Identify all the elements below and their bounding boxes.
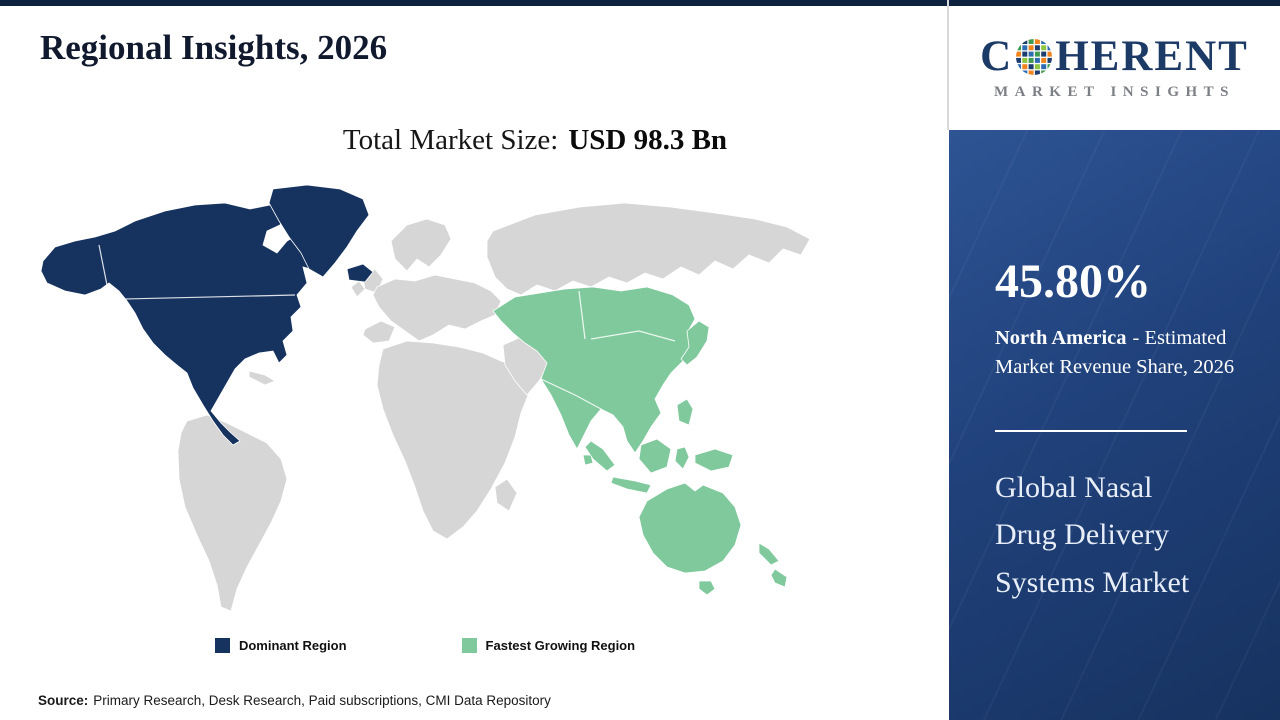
market-size-subtitle: Total Market Size: USD 98.3 Bn <box>95 124 975 157</box>
map-region-new-zealand-south <box>770 568 788 588</box>
logo-globe-icon <box>1016 38 1053 75</box>
source-label: Source: <box>38 693 89 708</box>
map-region-java <box>610 476 652 494</box>
report-title: Global Nasal Drug Delivery Systems Marke… <box>995 471 1190 599</box>
world-map <box>35 182 815 624</box>
map-region-new-zealand-north <box>758 542 780 566</box>
map-region-tasmania <box>698 580 716 596</box>
market-share-region: North America <box>995 327 1127 349</box>
brand-logo: C HERENT MARKET INSIGHTS <box>949 6 1280 130</box>
source-note: Source: Primary Research, Desk Research, … <box>38 693 551 708</box>
map-country-borders <box>98 244 676 410</box>
map-dominant-regions <box>40 184 374 446</box>
legend-item-dominant: Dominant Region <box>214 638 347 653</box>
map-region-south-america <box>177 414 288 612</box>
market-size-value: USD 98.3 Bn <box>568 124 728 156</box>
map-region-new-guinea <box>694 448 734 472</box>
map-region-sri-lanka <box>582 454 594 466</box>
map-region-sulawesi <box>674 446 690 470</box>
fastest-growing-region-swatch <box>461 638 477 653</box>
logo-wordmark: C HERENT <box>980 35 1249 78</box>
dominant-region-label: Dominant Region <box>238 638 347 653</box>
map-region-japan <box>680 320 710 366</box>
market-share-caption: - Estimated Market Revenue Share, 2026 <box>995 327 1235 379</box>
logo-tagline: MARKET INSIGHTS <box>993 84 1235 100</box>
market-share-description: North America - Estimated Market Revenue … <box>995 324 1257 382</box>
map-region-russia <box>486 202 811 296</box>
map-region-iberia <box>362 320 396 344</box>
source-text: Primary Research, Desk Research, Paid su… <box>93 693 551 708</box>
stats-panel: 45.80% North America - Estimated Market R… <box>949 130 1280 720</box>
panel-divider-line <box>995 430 1187 432</box>
map-region-north-america <box>40 202 328 446</box>
world-map-svg <box>40 184 811 612</box>
fastest-growing-region-label: Fastest Growing Region <box>485 638 636 653</box>
map-region-philippines <box>676 398 694 426</box>
market-size-label: Total Market Size: <box>342 124 559 156</box>
map-region-europe <box>372 274 502 342</box>
map-legend: Dominant Region Fastest Growing Region <box>35 638 815 653</box>
map-region-australia <box>638 482 742 574</box>
logo-wordmark-start: C <box>980 33 1014 80</box>
page-title: Regional Insights, 2026 <box>40 28 388 67</box>
dominant-region-swatch <box>214 638 230 653</box>
map-region-greenland <box>268 184 370 278</box>
map-fastest-growing-regions <box>492 286 788 596</box>
map-region-scandinavia <box>390 218 452 272</box>
map-region-madagascar <box>494 478 518 512</box>
legend-item-fastest-growing: Fastest Growing Region <box>461 638 636 653</box>
market-share-value: 45.80% <box>995 255 1151 308</box>
top-accent-bar <box>0 0 1280 6</box>
map-region-iceland <box>346 263 374 283</box>
logo-wordmark-end: HERENT <box>1055 33 1249 80</box>
vertical-divider <box>947 0 949 130</box>
map-region-borneo <box>638 438 672 474</box>
map-region-africa <box>376 340 538 540</box>
map-region-ireland <box>350 280 366 298</box>
map-region-cuba <box>248 370 276 386</box>
map-region-sumatra <box>584 440 616 472</box>
